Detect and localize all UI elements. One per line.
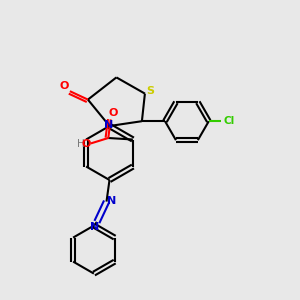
Text: N: N [90, 221, 99, 232]
Text: Cl: Cl [223, 116, 235, 126]
Text: O: O [81, 139, 91, 149]
Text: N: N [104, 120, 113, 130]
Text: N: N [107, 196, 116, 206]
Text: O: O [59, 81, 69, 92]
Text: H: H [77, 139, 85, 149]
Text: O: O [108, 108, 118, 118]
Text: S: S [146, 86, 154, 96]
